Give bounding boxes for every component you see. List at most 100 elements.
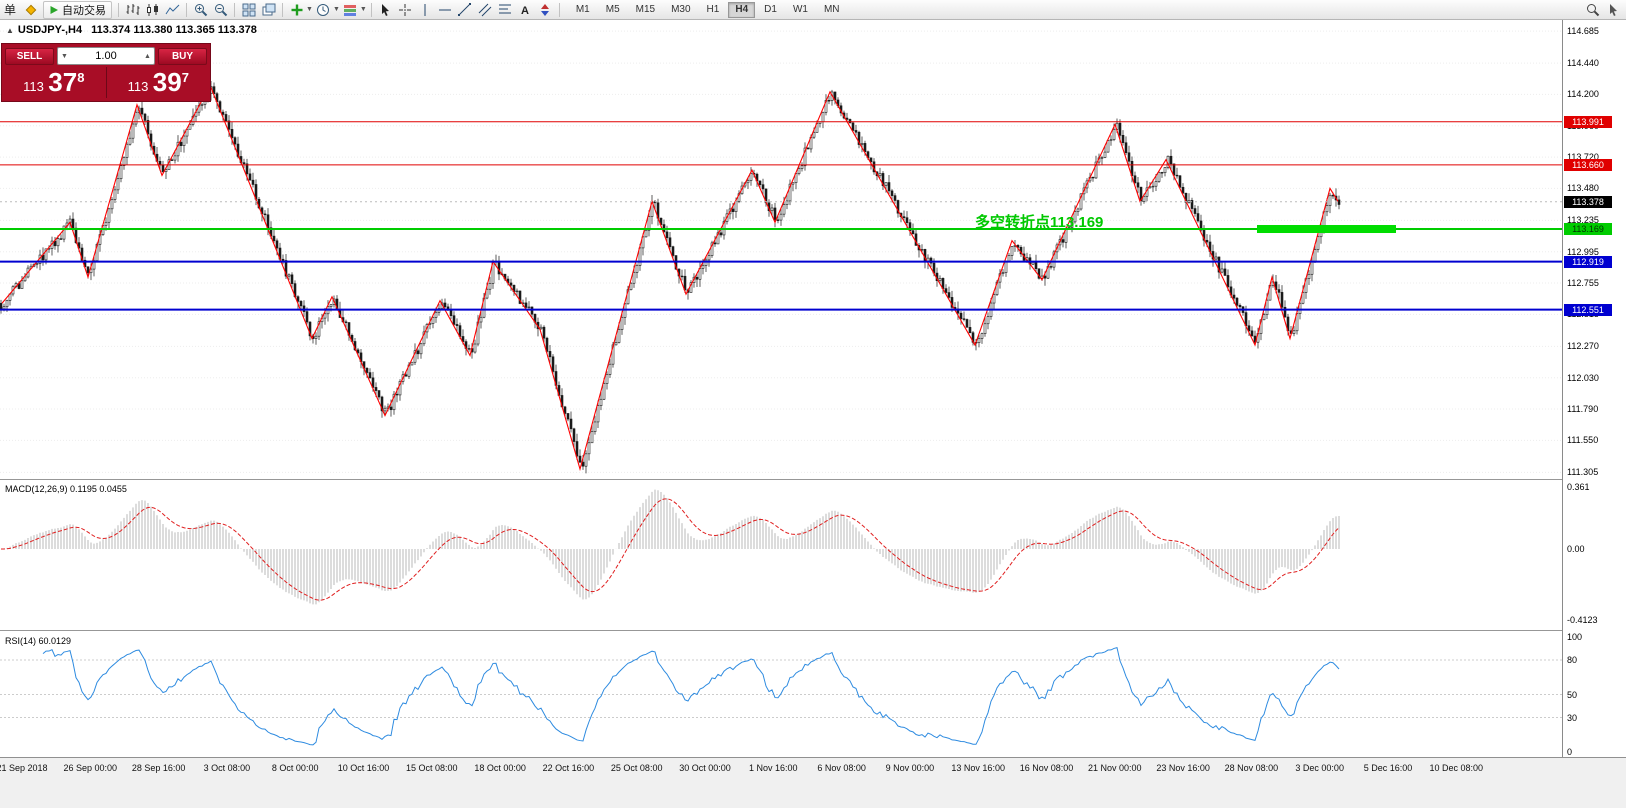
- collapse-panel-icon[interactable]: ▲: [6, 26, 14, 35]
- svg-text:A: A: [521, 5, 529, 17]
- time-axis-label: 5 Dec 16:00: [1363, 763, 1413, 773]
- zigzag-line: [1, 83, 1339, 472]
- cursor-icon[interactable]: [376, 1, 395, 18]
- equidistant-channel-icon[interactable]: [476, 1, 495, 18]
- tile-windows-icon[interactable]: [239, 1, 258, 18]
- arrows-icon[interactable]: [536, 1, 555, 18]
- time-axis-label: 28 Nov 08:00: [1224, 763, 1279, 773]
- crosshair-icon[interactable]: [396, 1, 415, 18]
- sell-price[interactable]: 113 378: [2, 67, 107, 98]
- timeframe-button-h1[interactable]: H1: [700, 2, 727, 18]
- rsi-axis-label: 30: [1567, 712, 1578, 723]
- ohlc-readout: 113.374 113.380 113.365 113.378: [91, 24, 257, 36]
- price-axis-label: 112.030: [1567, 372, 1599, 383]
- candlestick-chart-icon[interactable]: [143, 1, 162, 18]
- chart-header: ▲ USDJPY-,H4 113.374 113.380 113.365 113.3…: [6, 24, 257, 36]
- rsi-indicator-label: RSI(14) 60.0129: [5, 636, 72, 646]
- timeframe-button-mn[interactable]: MN: [817, 2, 847, 18]
- timeframe-button-w1[interactable]: W1: [786, 2, 815, 18]
- new-order-icon[interactable]: [21, 1, 40, 18]
- indicators-icon[interactable]: [287, 1, 306, 18]
- buy-price[interactable]: 113 397: [107, 67, 211, 98]
- vertical-line-icon[interactable]: [416, 1, 435, 18]
- sell-price-frac: 8: [77, 70, 85, 85]
- timeframe-button-m30[interactable]: M30: [664, 2, 697, 18]
- templates-dropdown-caret[interactable]: ▼: [359, 6, 367, 13]
- price-level-badge: 113.991: [1564, 115, 1612, 128]
- buy-button[interactable]: BUY: [158, 47, 207, 65]
- templates-icon[interactable]: [341, 1, 360, 18]
- fibonacci-icon[interactable]: [496, 1, 515, 18]
- pointer-icon[interactable]: [1603, 1, 1622, 18]
- toolbar-separator: [234, 2, 236, 17]
- price-axis-label: 114.200: [1567, 89, 1599, 100]
- indicators-dropdown-caret[interactable]: ▼: [306, 6, 313, 13]
- one-click-trading-panel: SELL ▼ 1.00 ▲ BUY 113 378 113 397: [1, 43, 211, 102]
- main-price-chart[interactable]: [0, 20, 1562, 479]
- price-axis-label: 112.755: [1567, 278, 1599, 289]
- timeframe-button-h4[interactable]: H4: [728, 1, 756, 18]
- price-level-badge: 112.919: [1564, 255, 1612, 268]
- timeframe-button-m1[interactable]: M1: [569, 2, 597, 18]
- macd-signal-line: [0, 498, 1340, 601]
- panel-divider[interactable]: [0, 630, 1626, 631]
- autotrade-button[interactable]: 自动交易: [43, 0, 113, 19]
- sell-button[interactable]: SELL: [5, 47, 54, 65]
- periods-icon[interactable]: [314, 1, 333, 18]
- candlesticks: [0, 81, 1341, 474]
- cascade-windows-icon[interactable]: [259, 1, 278, 18]
- price-axis-label: 112.270: [1567, 341, 1599, 352]
- toolbar-separator: [118, 2, 120, 17]
- menu-item[interactable]: 单: [4, 3, 17, 17]
- symbol-label: USDJPY-,H4: [17, 24, 83, 36]
- price-level-badge: 113.660: [1564, 158, 1612, 171]
- time-axis-label: 18 Oct 00:00: [474, 763, 526, 773]
- zoom-in-icon[interactable]: [191, 1, 210, 18]
- time-axis-label: 10 Dec 08:00: [1429, 763, 1484, 773]
- macd-panel[interactable]: [0, 480, 1562, 630]
- panel-divider[interactable]: [0, 479, 1626, 480]
- current-price-badge: 113.378: [1564, 195, 1612, 208]
- volume-stepper[interactable]: ▼ 1.00 ▲: [57, 47, 155, 65]
- horizontal-line-icon[interactable]: [436, 1, 455, 18]
- trendline-icon[interactable]: [456, 1, 475, 18]
- price-axis-label: 114.685: [1567, 26, 1599, 37]
- toolbar: 单 自动交易: [0, 0, 1626, 20]
- timeframe-button-d1[interactable]: D1: [757, 2, 784, 18]
- volume-increase-button[interactable]: ▲: [144, 52, 151, 60]
- timeframe-toolbar: M1 M5 M15 M30 H1 H4 D1 W1 MN: [568, 1, 848, 18]
- time-axis-label: 30 Oct 00:00: [679, 763, 731, 773]
- line-chart-icon[interactable]: [163, 1, 182, 18]
- buy-price-prefix: 113: [127, 79, 149, 94]
- timeframe-button-m15[interactable]: M15: [629, 2, 662, 18]
- time-axis-label: 9 Nov 00:00: [885, 763, 935, 773]
- macd-histogram: [3, 489, 1340, 605]
- volume-value[interactable]: 1.00: [95, 50, 117, 62]
- rsi-axis-label: 80: [1567, 655, 1578, 665]
- text-label-icon[interactable]: A: [516, 1, 535, 18]
- volume-decrease-button[interactable]: ▼: [61, 52, 68, 60]
- time-axis-label: 1 Nov 16:00: [749, 763, 798, 773]
- time-axis-strip: 21 Sep 2018 26 Sep 00:00 28 Sep 16:00 3 Oct…: [0, 757, 1626, 808]
- rsi-axis-label: 50: [1567, 689, 1578, 700]
- bar-chart-icon[interactable]: [123, 1, 142, 18]
- buy-price-frac: 7: [181, 70, 189, 85]
- time-axis-label: 26 Sep 00:00: [63, 763, 118, 773]
- timeframe-button-m5[interactable]: M5: [599, 2, 627, 18]
- price-axis[interactable]: 114.685114.440114.200113.960113.720113.4…: [1562, 20, 1626, 757]
- rsi-panel[interactable]: [0, 631, 1562, 757]
- time-axis-label: 25 Oct 08:00: [610, 763, 663, 773]
- time-axis-label: 16 Nov 08:00: [1019, 763, 1074, 773]
- price-grid: [0, 30, 1562, 473]
- time-axis[interactable]: 21 Sep 2018 26 Sep 00:00 28 Sep 16:00 3 Oct…: [0, 758, 1562, 782]
- sell-price-pips: 37: [48, 67, 78, 97]
- zoom-out-icon[interactable]: [211, 1, 230, 18]
- periods-dropdown-caret[interactable]: ▼: [332, 6, 340, 13]
- autotrade-label: 自动交易: [62, 4, 107, 17]
- time-axis-label: 28 Sep 16:00: [131, 763, 186, 773]
- pivot-annotation: 多空转折点113.169: [975, 214, 1104, 231]
- horizontal-level-lines: [0, 121, 1562, 311]
- price-axis-label: 111.305: [1567, 467, 1599, 478]
- search-icon[interactable]: [1583, 1, 1602, 18]
